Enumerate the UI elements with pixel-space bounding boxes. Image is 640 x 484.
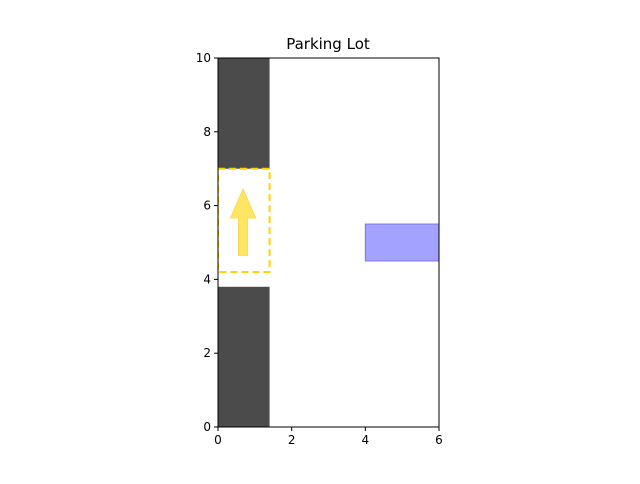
y-tick-label: 8 <box>203 125 211 139</box>
axes-frame <box>217 57 440 428</box>
target-spot-outline <box>218 167 271 274</box>
axes: 0 2 4 6 0 2 4 6 8 10 <box>196 51 443 447</box>
x-tick-label: 4 <box>362 433 370 447</box>
x-tick-label: 2 <box>288 433 296 447</box>
plot-area <box>218 58 439 427</box>
occupied-block-bottom <box>218 286 270 427</box>
vehicle-rect <box>364 223 439 262</box>
occupied-block-top <box>218 58 270 169</box>
plot-content <box>218 58 439 427</box>
y-tick-label: 2 <box>203 346 211 360</box>
y-tick-label: 10 <box>196 51 211 65</box>
y-tick-label: 6 <box>203 199 211 213</box>
direction-arrow <box>229 187 257 256</box>
chart-title: Parking Lot <box>286 35 370 53</box>
y-tick-label: 0 <box>203 420 211 434</box>
y-tick-label: 4 <box>203 272 211 286</box>
x-tick-label: 0 <box>214 433 222 447</box>
x-tick-label: 6 <box>435 433 443 447</box>
